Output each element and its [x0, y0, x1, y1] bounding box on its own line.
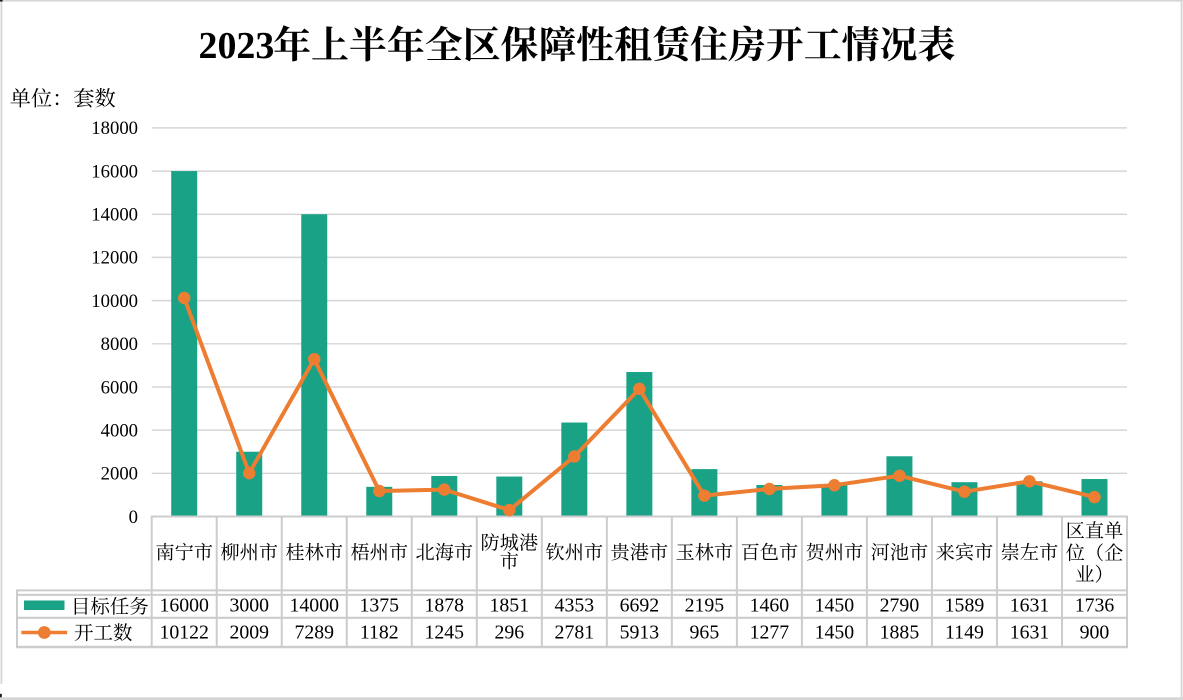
svg-text:12000: 12000	[91, 248, 138, 269]
svg-text:1631: 1631	[1010, 621, 1050, 643]
svg-text:965: 965	[690, 621, 720, 643]
svg-text:14000: 14000	[91, 205, 138, 226]
svg-text:2790: 2790	[880, 595, 920, 617]
svg-text:1589: 1589	[945, 595, 985, 617]
svg-text:1736: 1736	[1075, 595, 1115, 617]
svg-text:8000: 8000	[101, 334, 138, 355]
svg-text:1149: 1149	[945, 621, 984, 643]
svg-text:1885: 1885	[880, 621, 920, 643]
svg-text:296: 296	[494, 621, 524, 643]
svg-text:1878: 1878	[425, 595, 465, 617]
svg-text:6692: 6692	[620, 595, 660, 617]
svg-text:5913: 5913	[620, 621, 660, 643]
svg-text:2000: 2000	[101, 464, 138, 485]
svg-text:4000: 4000	[101, 420, 138, 441]
svg-text:1375: 1375	[359, 595, 399, 617]
svg-text:16000: 16000	[91, 161, 138, 182]
svg-text:1851: 1851	[490, 595, 530, 617]
svg-text:2009: 2009	[229, 621, 269, 643]
svg-text:1631: 1631	[1010, 595, 1050, 617]
svg-text:10122: 10122	[159, 621, 208, 643]
svg-text:2195: 2195	[685, 595, 725, 617]
svg-text:1277: 1277	[750, 621, 790, 643]
svg-text:1182: 1182	[360, 621, 399, 643]
svg-text:16000: 16000	[159, 595, 209, 617]
svg-text:14000: 14000	[290, 595, 340, 617]
svg-text:10000: 10000	[91, 291, 138, 312]
svg-text:2781: 2781	[555, 621, 595, 643]
svg-text:3000: 3000	[229, 595, 269, 617]
svg-text:1450: 1450	[815, 595, 855, 617]
svg-text:900: 900	[1080, 621, 1110, 643]
svg-text:1245: 1245	[425, 621, 465, 643]
svg-text:7289: 7289	[294, 621, 334, 643]
svg-text:0: 0	[129, 507, 138, 528]
svg-text:6000: 6000	[101, 377, 138, 398]
svg-text:1450: 1450	[815, 621, 855, 643]
svg-text:2023: 2023	[199, 25, 275, 67]
svg-text:4353: 4353	[555, 595, 595, 617]
svg-text:1460: 1460	[750, 595, 790, 617]
svg-text:18000: 18000	[91, 118, 138, 139]
